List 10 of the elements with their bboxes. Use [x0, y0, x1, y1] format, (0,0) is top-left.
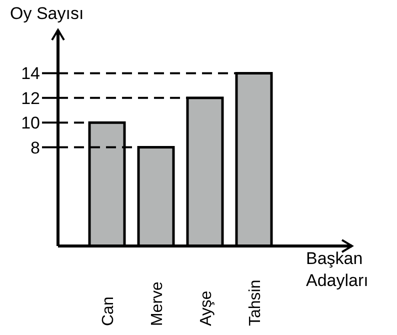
- y-tick-label: 10: [21, 114, 40, 133]
- x-tick-label: Tahsin: [247, 280, 264, 326]
- y-tick-label: 12: [21, 88, 40, 108]
- x-axis-title: Başkan Adayları: [306, 248, 370, 292]
- y-tick-label: 8: [30, 138, 40, 158]
- y-tick-label: 14: [21, 64, 40, 84]
- x-tick-label: Can: [100, 296, 117, 326]
- x-tick-label: Merve: [149, 281, 166, 326]
- x-tick-label: Ayşe: [198, 290, 215, 326]
- y-axis-title: Oy Sayısı: [10, 4, 84, 24]
